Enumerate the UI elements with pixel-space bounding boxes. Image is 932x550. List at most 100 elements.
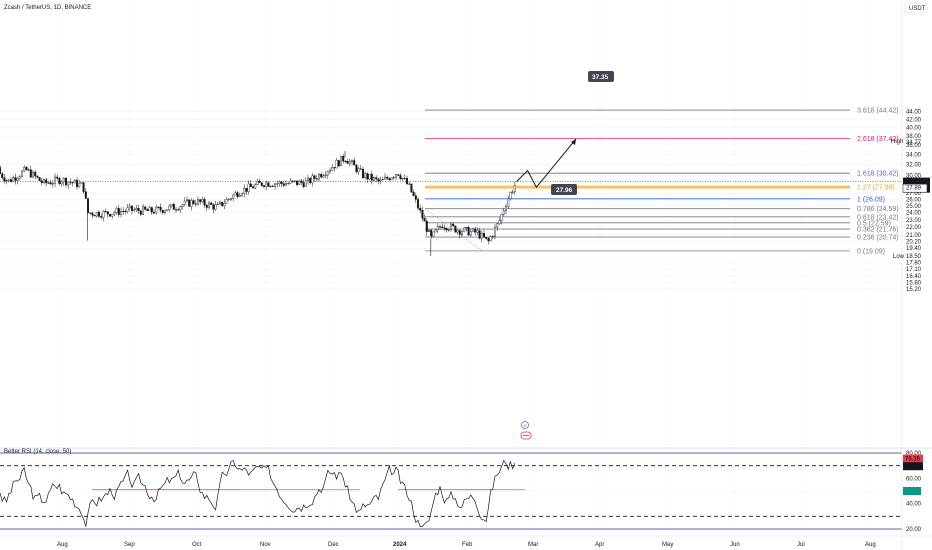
fib-level-label: 0.236 (20.74): [857, 235, 899, 242]
candle-down: [36, 175, 39, 178]
candle-down: [333, 167, 336, 169]
price-tick: 15.20: [906, 287, 922, 293]
candle-down: [406, 178, 409, 185]
candle-down: [313, 175, 316, 179]
candle-down: [100, 216, 103, 218]
prev-close-value: 27.89: [906, 186, 922, 192]
candle-up: [311, 175, 314, 184]
candle-down: [337, 160, 340, 167]
low-value: 18.50: [906, 254, 922, 260]
candle-up: [461, 231, 464, 235]
candle-up: [111, 213, 114, 217]
candle-up: [181, 204, 184, 207]
candle-down: [91, 212, 94, 216]
candle-down: [9, 179, 12, 182]
candle-up: [395, 174, 398, 178]
rsi-tick: 80.00: [906, 451, 922, 457]
candle-down: [38, 177, 41, 181]
candle-up: [168, 205, 171, 211]
candle-up: [95, 211, 98, 217]
time-tick: Jun: [730, 542, 740, 548]
candle-up: [450, 223, 453, 231]
fibonacci-extension[interactable]: 3.618 (44.42) 2.618 (37.42) 1.618 (30.42) 1…: [424, 108, 899, 256]
candle-up: [16, 178, 19, 181]
projection-line[interactable]: [516, 138, 577, 189]
fib-level-label: 1 (26.09): [857, 196, 885, 203]
candle-down: [388, 178, 391, 181]
candle-up: [78, 183, 81, 188]
candle-down: [441, 226, 444, 228]
candle-down: [89, 212, 92, 214]
candle-up: [254, 184, 257, 189]
candle-up: [502, 210, 505, 215]
price-tick: 38.00: [906, 134, 922, 140]
fib-level-label: 0.382 (21.76): [857, 227, 899, 234]
candle-down: [58, 178, 61, 185]
candle-up: [128, 205, 131, 209]
candle-up: [287, 183, 290, 185]
candle-up: [148, 207, 151, 212]
candle-down: [161, 210, 164, 213]
rsi-title: Better RSI (14, close, 50): [4, 449, 71, 455]
candle-down: [386, 176, 389, 179]
candle-down: [199, 199, 202, 203]
price-tick: 42.00: [906, 117, 922, 123]
candle-up: [351, 160, 354, 162]
candle-down: [152, 211, 155, 214]
candle-up: [216, 203, 219, 205]
candle-down: [258, 181, 261, 183]
candle-up: [240, 193, 243, 196]
candle-down: [344, 160, 347, 162]
candle-down: [417, 199, 420, 209]
candle-down: [159, 207, 162, 211]
candle-up: [318, 174, 321, 180]
candle-down: [315, 178, 318, 180]
rsi-value-red-tag: [903, 454, 923, 463]
price-tick: 15.80: [906, 280, 922, 286]
candle-up: [207, 202, 210, 208]
candle-up: [223, 203, 226, 206]
candle-down: [370, 173, 373, 181]
high-label: High: [891, 139, 903, 145]
candle-up: [155, 206, 158, 214]
candle-up: [436, 226, 439, 231]
candle-down: [419, 208, 422, 211]
candle-down: [342, 156, 345, 162]
candle-down: [146, 209, 149, 212]
candle-up: [27, 169, 30, 171]
candle-down: [29, 169, 32, 178]
time-tick: Jul: [797, 542, 805, 548]
price-tick: 17.80: [906, 261, 922, 267]
candle-down: [14, 177, 17, 181]
candle-up: [465, 227, 468, 229]
candle-down: [203, 199, 206, 206]
candle-down: [309, 178, 312, 184]
candle-up: [67, 181, 70, 186]
candle-down: [474, 228, 477, 233]
candle-up: [505, 206, 508, 211]
candle-down: [267, 182, 270, 187]
candle-up: [232, 194, 235, 199]
candle-up: [5, 180, 8, 182]
candle-up: [489, 236, 492, 242]
candle-up: [265, 182, 268, 187]
candle-down: [212, 204, 215, 210]
projection-path[interactable]: 37.35 27.96: [516, 71, 614, 195]
event-flash-icon[interactable]: [521, 421, 529, 429]
candle-up: [43, 179, 46, 183]
candle-up: [469, 230, 472, 236]
candle-up: [447, 229, 450, 231]
candle-down: [355, 164, 358, 172]
currency-button[interactable]: [904, 2, 928, 14]
candle-down: [375, 177, 378, 180]
candle-down: [188, 199, 191, 207]
candle-up: [247, 183, 250, 192]
candle-up: [229, 198, 232, 200]
candle-down: [82, 182, 85, 192]
candle-down: [282, 183, 285, 186]
candle-up: [21, 170, 24, 177]
candle-up: [47, 182, 50, 184]
candle-up: [190, 200, 193, 207]
candle-up: [179, 206, 182, 211]
